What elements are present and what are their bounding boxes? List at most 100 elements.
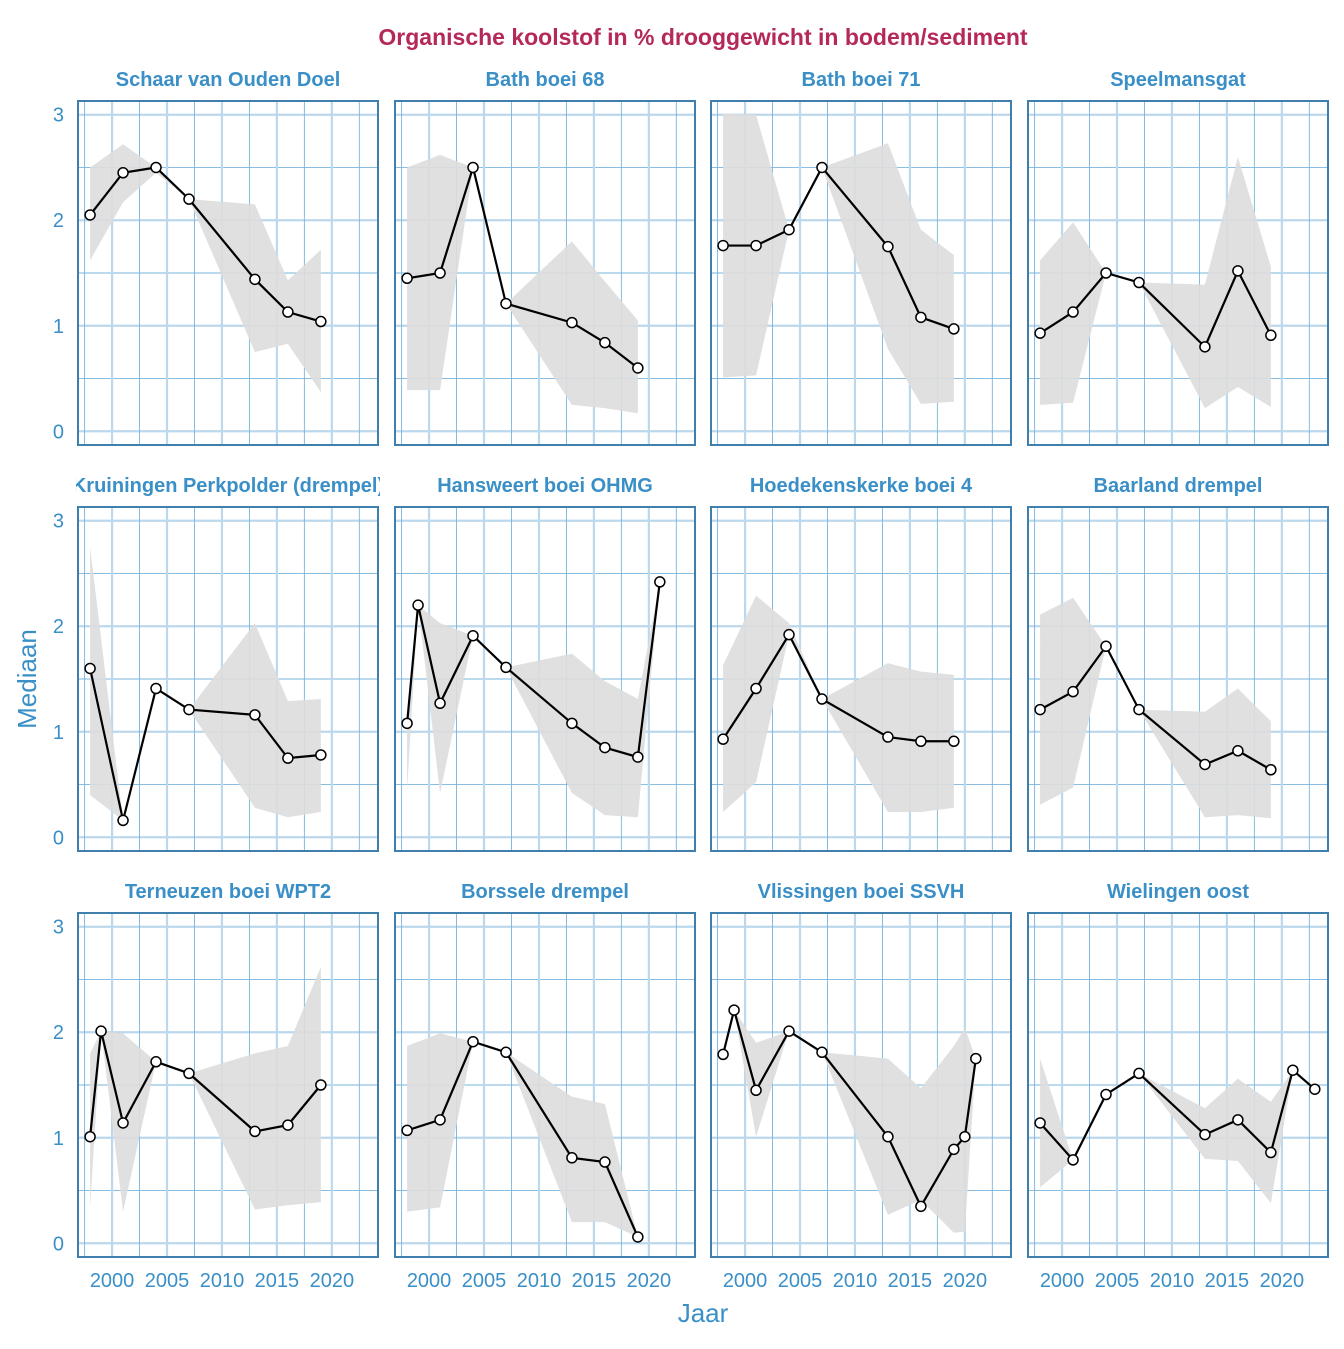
panel-frame <box>394 912 696 1258</box>
data-point <box>117 167 129 179</box>
y-tick-label: 3 <box>53 105 64 127</box>
data-point <box>249 273 261 286</box>
data-point <box>783 223 795 236</box>
x-tick-label: 2010 <box>833 1270 878 1292</box>
x-tick-label: 2000 <box>1040 1270 1085 1292</box>
y-axis-label: Mediaan <box>12 629 42 729</box>
y-tick-label: 0 <box>53 827 64 849</box>
data-point <box>970 1052 982 1065</box>
x-tick-label: 2015 <box>572 1270 617 1292</box>
x-tick-label: 2005 <box>462 1270 507 1292</box>
data-point <box>1232 1114 1244 1126</box>
range-ribbon <box>1040 597 1271 819</box>
data-point <box>632 751 644 763</box>
data-point <box>882 731 894 743</box>
data-point <box>1034 1117 1046 1129</box>
panel-frame <box>1027 912 1329 1258</box>
x-axis-label: Jaar <box>678 1298 729 1328</box>
panel-title: Hansweert boei OHMG <box>437 475 653 497</box>
data-point <box>95 1025 107 1037</box>
data-point <box>1199 758 1211 771</box>
data-point <box>434 267 446 279</box>
panel-title: Bath boei 68 <box>486 69 605 91</box>
panel-frame <box>710 912 1012 1258</box>
range-ribbon <box>90 144 321 393</box>
panels: Schaar van Ouden Doel 0 1 2 3 Bath boei 68 Bat… <box>53 69 1329 1292</box>
data-point <box>500 661 512 674</box>
data-point <box>282 752 294 764</box>
data-point <box>1100 640 1112 653</box>
data-point <box>401 1124 413 1137</box>
data-point <box>915 735 927 748</box>
panel-frame <box>77 100 379 446</box>
data-point <box>183 193 195 205</box>
data-point <box>1034 703 1046 716</box>
data-point <box>84 1130 96 1143</box>
data-point <box>948 323 960 335</box>
range-ribbon <box>723 595 954 812</box>
data-point <box>566 717 578 730</box>
x-tick-label: 2020 <box>1260 1270 1305 1292</box>
panel-frame <box>394 100 696 446</box>
panel-frame <box>1027 506 1329 852</box>
range-ribbon <box>407 1033 638 1237</box>
panel-title: Kruiningen Perkpolder (drempel) <box>72 475 384 497</box>
data-point <box>882 240 894 253</box>
data-point <box>1309 1083 1321 1095</box>
x-tick-label: 2000 <box>407 1270 452 1292</box>
data-point <box>1100 267 1112 279</box>
data-point <box>401 272 413 285</box>
data-point <box>467 629 479 642</box>
data-point <box>717 1048 729 1061</box>
data-point <box>728 1004 740 1016</box>
y-tick-label: 2 <box>53 616 64 638</box>
panel-frame <box>1027 100 1329 446</box>
range-ribbon <box>723 113 954 404</box>
data-point <box>467 1035 479 1048</box>
data-point <box>1067 1154 1079 1166</box>
data-point <box>750 239 762 252</box>
data-point <box>1287 1064 1299 1076</box>
data-point <box>1199 1128 1211 1141</box>
panel: Schaar van Ouden Doel 0 1 2 3 <box>53 69 379 446</box>
x-tick-label: 2010 <box>517 1270 562 1292</box>
panel: Bath boei 71 <box>710 69 1012 446</box>
data-point <box>183 703 195 716</box>
x-tick-label: 2005 <box>1095 1270 1140 1292</box>
data-point <box>948 735 960 748</box>
data-point <box>84 662 96 675</box>
range-ribbon <box>90 547 321 821</box>
data-point <box>412 599 424 611</box>
data-point <box>783 1025 795 1037</box>
panel: Borssele drempel 2000 2005 2010 2015 2020 <box>394 881 696 1292</box>
x-tick-label: 2020 <box>943 1270 988 1292</box>
y-tick-label: 2 <box>53 210 64 232</box>
x-tick-label: 2005 <box>778 1270 823 1292</box>
data-point <box>150 161 162 174</box>
panel-frame <box>710 506 1012 852</box>
data-point <box>117 814 129 827</box>
panel-title: Terneuzen boei WPT2 <box>125 881 331 903</box>
panel-title: Speelmansgat <box>1110 69 1246 91</box>
data-point <box>150 1056 162 1068</box>
data-point <box>566 1152 578 1164</box>
x-tick-label: 2020 <box>627 1270 672 1292</box>
data-point <box>84 209 96 221</box>
data-point <box>816 693 828 705</box>
range-ribbon <box>1040 156 1271 409</box>
x-tick-label: 2015 <box>1205 1270 1250 1292</box>
y-tick-label: 0 <box>53 421 64 443</box>
chart-title: Organische koolstof in % drooggewicht in… <box>378 24 1028 50</box>
x-tick-label: 2010 <box>1150 1270 1195 1292</box>
panel-title: Baarland drempel <box>1094 475 1263 497</box>
x-tick-label: 2010 <box>200 1270 245 1292</box>
panel: Speelmansgat <box>1027 69 1329 446</box>
data-point <box>1100 1088 1112 1101</box>
x-tick-label: 2015 <box>888 1270 933 1292</box>
data-point <box>315 1079 327 1091</box>
data-point <box>750 682 762 695</box>
data-point <box>1133 703 1145 716</box>
data-point <box>434 1114 446 1126</box>
panel: Hoedekenskerke boei 4 <box>710 475 1012 852</box>
